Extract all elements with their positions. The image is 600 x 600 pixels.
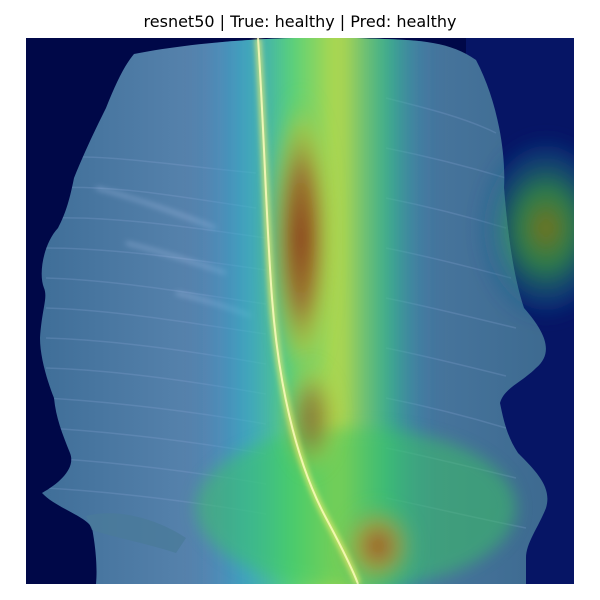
figure-title: resnet50 | True: healthy | Pred: healthy [143,12,457,31]
heatmap-image [26,38,574,584]
leaf-gradcam-picture [26,38,574,584]
